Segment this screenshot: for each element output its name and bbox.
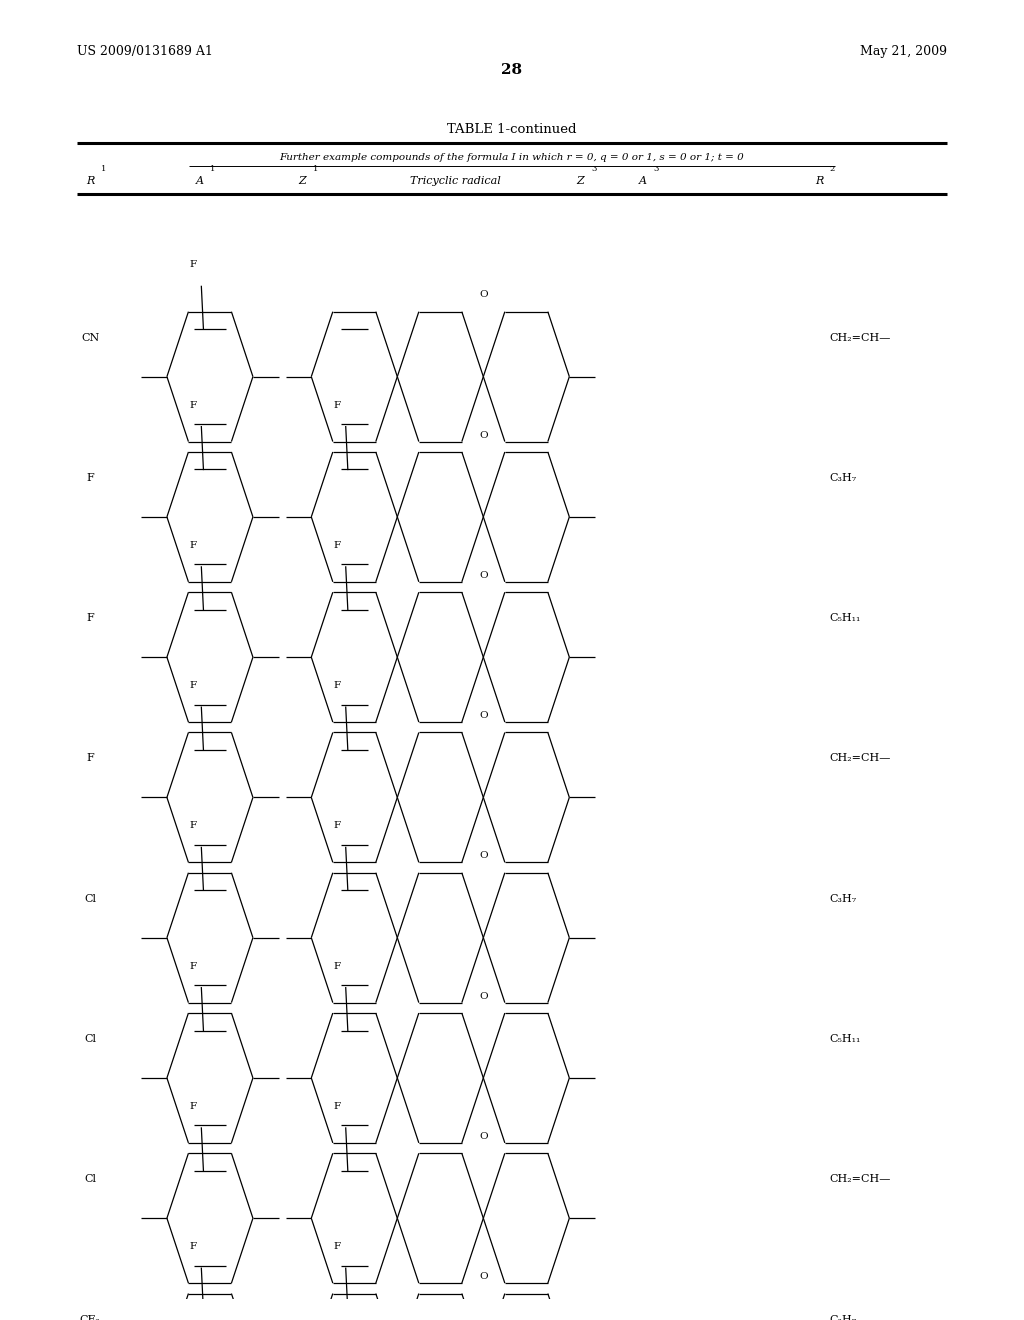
Text: F: F — [189, 681, 197, 690]
Text: O: O — [479, 851, 487, 861]
Text: O: O — [479, 1131, 487, 1140]
Text: Tricyclic radical: Tricyclic radical — [411, 176, 501, 186]
Text: CH₂=CH—: CH₂=CH— — [829, 754, 891, 763]
Text: F: F — [334, 821, 341, 830]
Text: C₅H₁₁: C₅H₁₁ — [829, 1034, 861, 1044]
Text: Cl: Cl — [84, 1034, 96, 1044]
Text: C₃H₇: C₃H₇ — [829, 894, 857, 904]
Text: F: F — [189, 821, 197, 830]
Text: F: F — [189, 541, 197, 550]
Text: F: F — [334, 681, 341, 690]
Text: CF₃: CF₃ — [80, 1315, 100, 1320]
Text: Cl: Cl — [84, 894, 96, 904]
Text: 3: 3 — [591, 165, 597, 173]
Text: R: R — [815, 176, 823, 186]
Text: O: O — [479, 1272, 487, 1282]
Text: A: A — [639, 176, 647, 186]
Text: CN: CN — [81, 333, 99, 343]
Text: US 2009/0131689 A1: US 2009/0131689 A1 — [77, 45, 213, 58]
Text: F: F — [334, 962, 341, 970]
Text: R: R — [86, 176, 94, 186]
Text: F: F — [86, 473, 94, 483]
Text: 28: 28 — [502, 63, 522, 77]
Text: Z: Z — [577, 176, 585, 186]
Text: C₃H₇: C₃H₇ — [829, 473, 857, 483]
Text: F: F — [189, 401, 197, 409]
Text: 1: 1 — [312, 165, 318, 173]
Text: May 21, 2009: May 21, 2009 — [860, 45, 947, 58]
Text: 2: 2 — [829, 165, 836, 173]
Text: F: F — [86, 754, 94, 763]
Text: Z: Z — [298, 176, 306, 186]
Text: F: F — [86, 614, 94, 623]
Text: O: O — [479, 430, 487, 440]
Text: O: O — [479, 991, 487, 1001]
Text: 1: 1 — [210, 165, 216, 173]
Text: 3: 3 — [653, 165, 659, 173]
Text: O: O — [479, 711, 487, 721]
Text: 1: 1 — [100, 165, 106, 173]
Text: CH₂=CH—: CH₂=CH— — [829, 1175, 891, 1184]
Text: A: A — [196, 176, 204, 186]
Text: F: F — [189, 962, 197, 970]
Text: F: F — [189, 1102, 197, 1111]
Text: F: F — [334, 1102, 341, 1111]
Text: C₅H₁₁: C₅H₁₁ — [829, 614, 861, 623]
Text: Further example compounds of the formula I in which r = 0, q = 0 or 1, s = 0 or : Further example compounds of the formula… — [280, 153, 744, 161]
Text: CH₂=CH—: CH₂=CH— — [829, 333, 891, 343]
Text: TABLE 1-continued: TABLE 1-continued — [447, 123, 577, 136]
Text: Cl: Cl — [84, 1175, 96, 1184]
Text: C₃H₇: C₃H₇ — [829, 1315, 857, 1320]
Text: O: O — [479, 570, 487, 579]
Text: F: F — [334, 1242, 341, 1251]
Text: F: F — [189, 1242, 197, 1251]
Text: O: O — [479, 290, 487, 300]
Text: F: F — [189, 260, 197, 269]
Text: F: F — [334, 401, 341, 409]
Text: F: F — [334, 541, 341, 550]
